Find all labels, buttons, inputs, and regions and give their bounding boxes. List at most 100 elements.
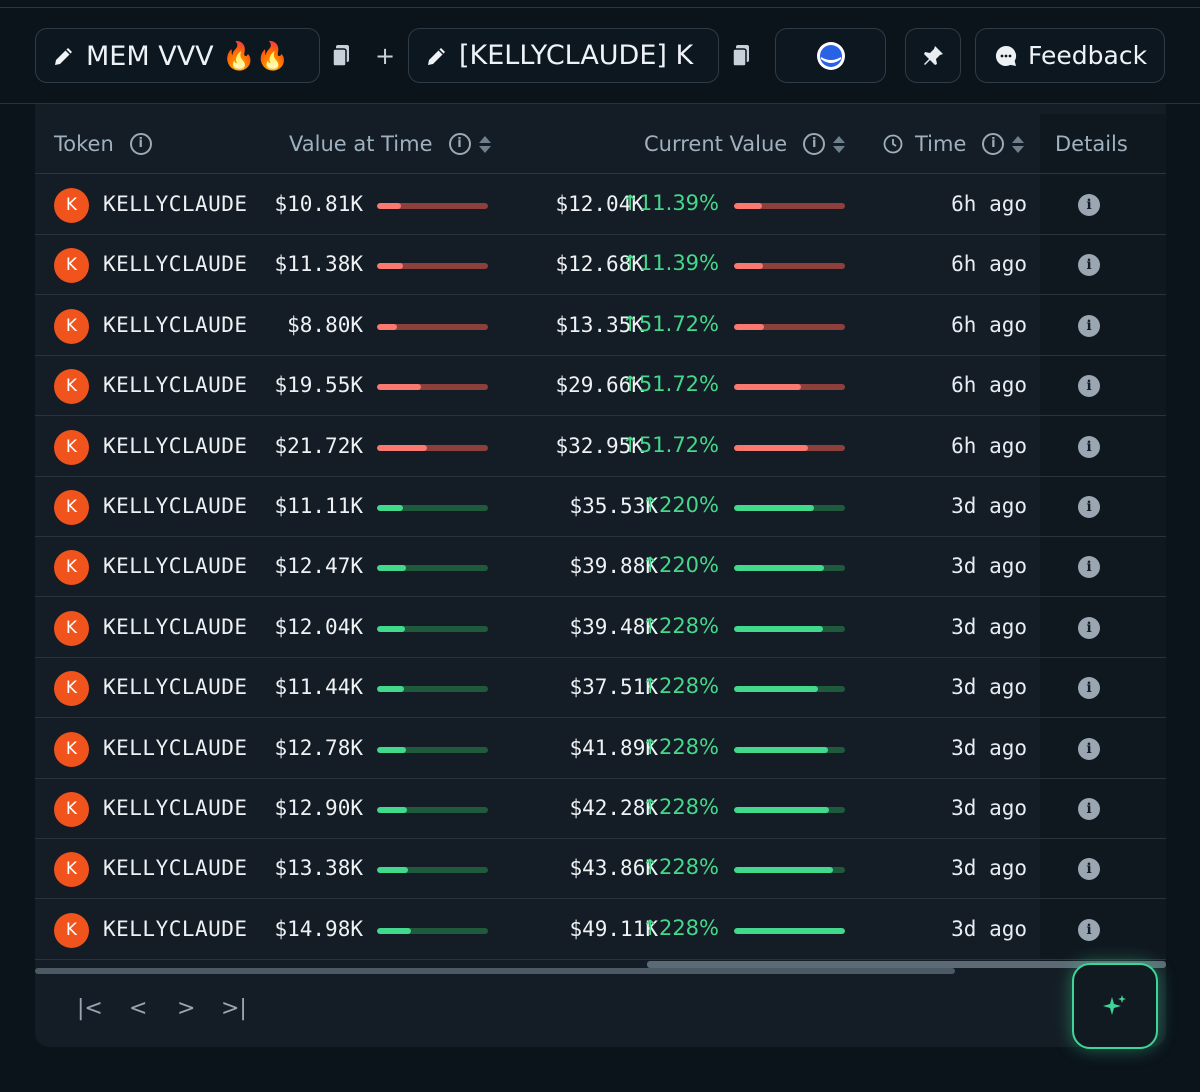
header-value-at-time[interactable]: Value at Time i	[289, 114, 491, 174]
details-info-icon[interactable]: i	[1078, 918, 1100, 941]
current-value-bar-fill	[734, 867, 833, 874]
wallet-button[interactable]	[775, 28, 886, 83]
current-value-bar	[734, 746, 845, 753]
horizontal-scrollbar-thumb[interactable]	[647, 961, 1166, 968]
header-token-label: Token	[54, 132, 114, 156]
pencil-icon[interactable]	[52, 44, 76, 68]
sort-icon[interactable]	[478, 135, 491, 153]
value-at-time-bar-fill	[377, 263, 403, 270]
table-row[interactable]: K KELLYCLAUDE $11.11K $35.53K ↑220% 3d ago i	[35, 477, 1166, 537]
value-at-time-bar-fill	[377, 505, 403, 511]
details-info-icon[interactable]: i	[1078, 254, 1100, 277]
current-value-bar	[734, 384, 845, 391]
token-name[interactable]: KELLYCLAUDE	[103, 856, 248, 881]
token-name[interactable]: KELLYCLAUDE	[103, 796, 248, 820]
token-name[interactable]: KELLYCLAUDE	[103, 614, 248, 639]
details-info-icon[interactable]: i	[1078, 677, 1100, 700]
header-time[interactable]: Time i	[883, 114, 1025, 174]
details-info-icon[interactable]: i	[1078, 737, 1100, 760]
value-at-time-bar-fill	[377, 625, 405, 632]
plus-icon[interactable]: +	[375, 42, 396, 70]
change-percent: ↑51.72%	[621, 311, 719, 336]
tab-mem-vvv[interactable]: MEM VVV 🔥🔥	[35, 28, 320, 83]
info-icon[interactable]: i	[982, 133, 1005, 155]
current-value-bar	[734, 867, 845, 874]
copy-icon[interactable]	[332, 44, 350, 68]
sort-icon[interactable]	[833, 135, 846, 153]
info-icon[interactable]: i	[448, 133, 471, 155]
time-ago: 6h ago	[951, 373, 1027, 398]
table-row[interactable]: K KELLYCLAUDE $12.78K $41.89K ↑228% 3d ago i	[35, 719, 1166, 779]
details-info-icon[interactable]: i	[1078, 496, 1100, 518]
table-row[interactable]: K KELLYCLAUDE $12.90K $42.28K ↑228% 3d ago i	[35, 779, 1166, 839]
horizontal-scrollbar-track[interactable]	[35, 968, 955, 974]
change-percent: ↑228%	[641, 795, 719, 819]
details-info-icon[interactable]: i	[1078, 556, 1100, 579]
time-ago: 6h ago	[951, 312, 1027, 337]
value-at-time: $21.72K	[274, 433, 363, 458]
current-value-bar	[734, 203, 845, 209]
table-row[interactable]: K KELLYCLAUDE $13.38K $43.86K ↑228% 3d ago i	[35, 839, 1166, 900]
table-row[interactable]: K KELLYCLAUDE $11.38K $12.68K ↑11.39% 6h ago i	[35, 235, 1166, 296]
token-avatar: K	[54, 369, 89, 405]
info-icon[interactable]: i	[129, 133, 152, 155]
header-details: Details	[1055, 114, 1128, 174]
details-info-icon[interactable]: i	[1078, 858, 1100, 881]
token-name[interactable]: KELLYCLAUDE	[103, 554, 248, 579]
table-row[interactable]: K KELLYCLAUDE $10.81K $12.04K ↑11.39% 6h ago i	[35, 175, 1166, 235]
details-info-icon[interactable]: i	[1078, 375, 1100, 398]
token-name[interactable]: KELLYCLAUDE	[103, 433, 248, 458]
details-info-icon[interactable]: i	[1078, 314, 1100, 337]
token-name[interactable]: KELLYCLAUDE	[103, 916, 248, 941]
table-row[interactable]: K KELLYCLAUDE $21.72K $32.95K ↑51.72% 6h ago i	[35, 417, 1166, 477]
change-percent: ↑228%	[641, 734, 719, 759]
token-name[interactable]: KELLYCLAUDE	[103, 192, 248, 216]
current-value: $43.86K	[569, 856, 658, 881]
table-row[interactable]: K KELLYCLAUDE $14.98K $49.11K ↑228% 3d ago i	[35, 900, 1166, 960]
change-percent: ↑228%	[641, 915, 719, 940]
header-token[interactable]: Token i	[54, 114, 152, 174]
token-name[interactable]: KELLYCLAUDE	[103, 252, 248, 277]
copy-icon[interactable]	[732, 44, 750, 68]
details-info-icon[interactable]: i	[1078, 435, 1100, 458]
info-icon[interactable]: i	[803, 133, 826, 155]
details-info-icon[interactable]: i	[1078, 616, 1100, 639]
pin-button[interactable]	[905, 28, 961, 83]
table-row[interactable]: K KELLYCLAUDE $12.47K $39.88K ↑220% 3d ago i	[35, 537, 1166, 598]
current-value: $32.95K	[555, 433, 644, 458]
token-name[interactable]: KELLYCLAUDE	[103, 675, 248, 700]
ai-assistant-button[interactable]	[1072, 963, 1158, 1049]
feedback-button[interactable]: Feedback	[975, 28, 1165, 83]
table-row[interactable]: K KELLYCLAUDE $12.04K $39.48K ↑228% 3d ago i	[35, 598, 1166, 658]
last-page-button[interactable]: >|	[221, 996, 247, 1021]
current-value: $39.48K	[569, 614, 658, 639]
time-ago: 6h ago	[951, 252, 1027, 277]
current-value-bar	[734, 686, 845, 693]
value-at-time-bar	[377, 625, 488, 632]
first-page-button[interactable]: |<	[77, 996, 103, 1021]
token-name[interactable]: KELLYCLAUDE	[103, 735, 248, 760]
table-row[interactable]: K KELLYCLAUDE $11.44K $37.51K ↑228% 3d ago i	[35, 658, 1166, 719]
sort-icon[interactable]	[1012, 135, 1025, 153]
details-info-icon[interactable]: i	[1078, 798, 1100, 820]
table-row[interactable]: K KELLYCLAUDE $8.80K $13.35K ↑51.72% 6h ago i	[35, 296, 1166, 356]
current-value-bar-fill	[734, 444, 809, 451]
token-name[interactable]: KELLYCLAUDE	[103, 373, 248, 398]
token-name[interactable]: KELLYCLAUDE	[103, 494, 248, 518]
details-info-icon[interactable]: i	[1078, 194, 1100, 216]
time-ago: 3d ago	[951, 675, 1027, 700]
value-at-time-bar-fill	[377, 565, 406, 572]
current-value-bar-fill	[734, 323, 764, 330]
table-header: Token i Value at Time i Current Value i …	[35, 114, 1166, 174]
tab-kellyclaude[interactable]: [KELLYCLAUDE] K	[408, 28, 719, 83]
token-avatar: K	[54, 490, 89, 525]
prev-page-button[interactable]: <	[129, 996, 148, 1021]
current-value: $41.89K	[569, 735, 658, 760]
table-row[interactable]: K KELLYCLAUDE $19.55K $29.66K ↑51.72% 6h ago i	[35, 356, 1166, 417]
value-at-time-bar	[377, 746, 488, 753]
token-name[interactable]: KELLYCLAUDE	[103, 312, 248, 337]
pencil-icon[interactable]	[425, 44, 449, 68]
value-at-time-bar	[377, 505, 488, 511]
next-page-button[interactable]: >	[177, 996, 196, 1021]
header-current-value[interactable]: Current Value i	[644, 114, 846, 174]
